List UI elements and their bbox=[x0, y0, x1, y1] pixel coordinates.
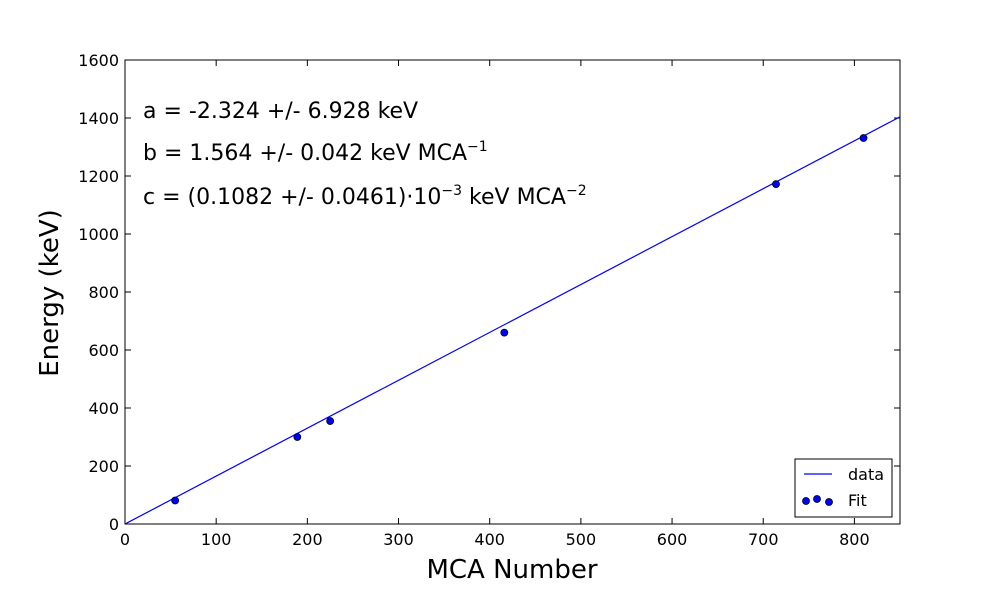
scatter-point bbox=[772, 180, 780, 189]
x-tick-label: 800 bbox=[839, 530, 870, 549]
y-tick-label: 600 bbox=[88, 341, 119, 360]
annotation-line-1: a = -2.324 +/- 6.928 keV bbox=[143, 99, 418, 124]
legend-marker-swatch bbox=[802, 497, 810, 505]
x-axis-label: MCA Number bbox=[426, 555, 597, 585]
annotation-line-2: b = 1.564 +/- 0.042 keV MCA−1 bbox=[143, 139, 488, 166]
x-tick-label: 100 bbox=[201, 530, 232, 549]
legend: data Fit bbox=[794, 458, 893, 518]
legend-label-fit: Fit bbox=[848, 491, 867, 510]
series-line-data bbox=[125, 116, 900, 524]
annotation-line-3: c = (0.1082 +/- 0.0461)·10−3 keV MCA−2 bbox=[143, 183, 587, 210]
y-tick-label: 1200 bbox=[78, 167, 119, 186]
y-tick-label: 200 bbox=[88, 457, 119, 476]
annotation-text: c = (0.1082 +/- 0.0461)·10 bbox=[143, 185, 441, 210]
x-tick-label: 200 bbox=[292, 530, 323, 549]
scatter-point bbox=[859, 134, 868, 142]
x-tick-label: 700 bbox=[748, 530, 779, 549]
y-tick-label: 400 bbox=[88, 399, 119, 418]
legend-marker-swatch bbox=[825, 498, 833, 506]
fit-annotations: a = -2.324 +/- 6.928 keV b = 1.564 +/- 0.… bbox=[143, 99, 587, 210]
x-tick-label: 400 bbox=[474, 530, 505, 549]
annotation-exponent: −3 bbox=[441, 183, 462, 199]
x-tick-label: 600 bbox=[657, 530, 688, 549]
x-tick-label: 0 bbox=[120, 530, 130, 549]
legend-box bbox=[794, 458, 893, 518]
y-tick-label: 800 bbox=[88, 283, 119, 302]
annotation-unit: keV MCA bbox=[462, 185, 566, 210]
annotation-text: b = 1.564 +/- 0.042 keV MCA bbox=[143, 141, 467, 166]
y-axis-label: Energy (keV) bbox=[35, 209, 65, 377]
x-tick-label: 500 bbox=[566, 530, 597, 549]
y-tick-label: 1000 bbox=[78, 225, 119, 244]
scatter-point bbox=[293, 433, 302, 441]
scatter-point bbox=[500, 328, 509, 337]
legend-label-data: data bbox=[848, 465, 884, 484]
y-tick-label: 0 bbox=[109, 515, 119, 534]
annotation-text: a = -2.324 +/- 6.928 keV bbox=[143, 99, 418, 124]
annotation-unit-exponent: −2 bbox=[566, 183, 587, 199]
y-tick-label: 1400 bbox=[78, 109, 119, 128]
x-tick-label: 300 bbox=[383, 530, 414, 549]
y-tick-label: 1600 bbox=[78, 51, 119, 70]
legend-marker-swatch bbox=[813, 495, 821, 503]
plot-area: 0 100 200 300 400 500 600 700 800 0 200 400 600 800 10… bbox=[78, 51, 901, 549]
annotation-exponent: −1 bbox=[467, 139, 488, 155]
scatter-point bbox=[171, 496, 180, 505]
scatter-point bbox=[326, 417, 335, 425]
plot-frame bbox=[124, 59, 901, 525]
